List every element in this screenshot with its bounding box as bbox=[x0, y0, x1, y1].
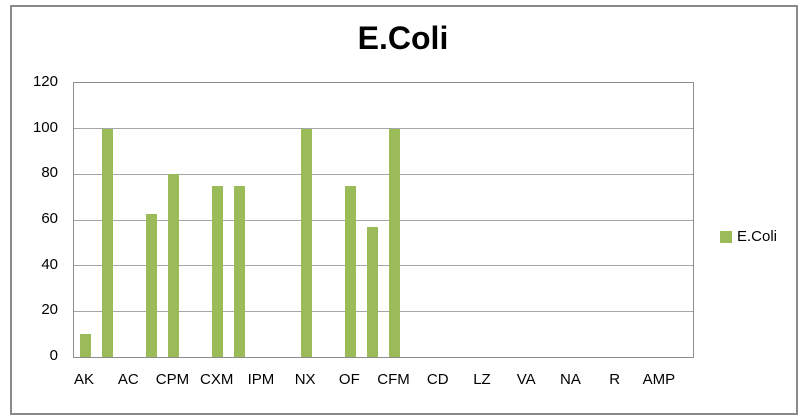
y-tick-label-40: 40 bbox=[41, 255, 58, 273]
bar-slot-4 bbox=[167, 174, 179, 357]
bar-slot-14 bbox=[389, 128, 401, 357]
x-tick-label-IPM: IPM bbox=[247, 371, 275, 388]
bar-slot-7 bbox=[234, 185, 246, 357]
x-tick-label-NX: NX bbox=[294, 371, 316, 388]
x-tick-label-AMP: AMP bbox=[642, 371, 676, 388]
chart-title: E.Coli bbox=[357, 20, 449, 56]
bar-slot-3 bbox=[145, 214, 157, 357]
legend-label: E.Coli bbox=[737, 228, 778, 245]
x-tick-label-R: R bbox=[609, 371, 621, 388]
x-tick-label-CPM: CPM bbox=[155, 371, 190, 388]
legend-swatch-icon bbox=[720, 231, 732, 243]
x-tick-label-CD: CD bbox=[426, 371, 449, 388]
gridline-80 bbox=[74, 173, 693, 175]
x-tick-label-AC: AC bbox=[117, 371, 139, 388]
bar-slot-10 bbox=[300, 128, 312, 357]
x-tick-label-AK: AK bbox=[74, 371, 95, 388]
gridline-100 bbox=[74, 128, 693, 130]
bar-slot-12 bbox=[344, 185, 356, 357]
bar-slot-0 bbox=[79, 334, 91, 357]
plot-area bbox=[73, 82, 694, 358]
y-tick-label-60: 60 bbox=[41, 210, 58, 227]
legend: E.Coli bbox=[720, 229, 777, 245]
bar-slot-1 bbox=[101, 128, 113, 357]
x-tick-label-VA: VA bbox=[516, 371, 536, 388]
x-tick-label-OF: OF bbox=[338, 371, 360, 388]
y-tick-label-20: 20 bbox=[41, 301, 58, 319]
gridline-60 bbox=[74, 219, 693, 221]
bar-slot-13 bbox=[366, 226, 378, 357]
y-tick-label-0: 0 bbox=[49, 347, 58, 364]
y-tick-label-120: 120 bbox=[32, 73, 58, 90]
x-tick-label-CFM: CFM bbox=[377, 371, 410, 388]
x-tick-label-LZ: LZ bbox=[473, 371, 491, 388]
x-tick-label-CXM: CXM bbox=[200, 371, 234, 388]
y-tick-label-80: 80 bbox=[41, 164, 58, 182]
gridline-20 bbox=[74, 310, 693, 312]
y-tick-label-100: 100 bbox=[32, 118, 58, 136]
bar-slot-6 bbox=[212, 185, 224, 357]
gridline-40 bbox=[74, 265, 693, 267]
x-tick-label-NA: NA bbox=[559, 371, 581, 388]
